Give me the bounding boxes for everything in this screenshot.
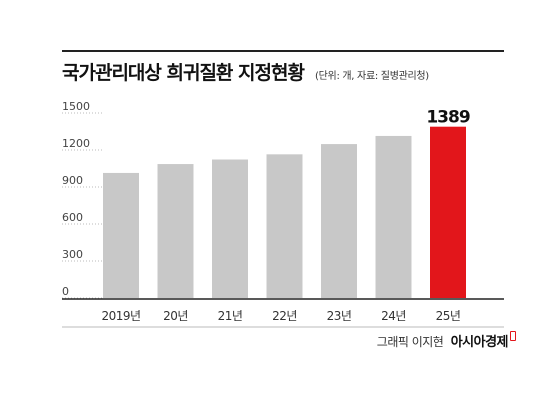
x-category-label: 21년 — [218, 309, 243, 323]
brand-logo-icon — [510, 331, 516, 341]
x-category-label: 22년 — [272, 309, 297, 323]
y-tick-label: 300 — [62, 248, 83, 261]
bar — [266, 154, 303, 298]
bar — [212, 159, 248, 298]
bar — [430, 126, 466, 298]
y-tick-label: 900 — [62, 174, 83, 187]
bar — [103, 172, 139, 298]
bar — [375, 135, 412, 298]
title-row: 국가관리대상 희귀질환 지정현황 (단위: 개, 자료: 질병관리청) — [62, 58, 429, 85]
brand-name: 아시아경제 — [450, 335, 509, 350]
y-tick-label: 600 — [62, 211, 83, 224]
x-category-label: 24년 — [381, 309, 406, 323]
bar — [157, 164, 194, 298]
x-category-label: 20년 — [163, 309, 188, 323]
chart-subtitle: (단위: 개, 자료: 질병관리청) — [315, 71, 429, 82]
x-category-label: 25년 — [436, 309, 461, 323]
y-tick-label: 1200 — [62, 137, 90, 150]
title-rule — [62, 50, 504, 52]
y-tick-label: 1500 — [62, 100, 90, 113]
x-category-label: 23년 — [327, 309, 352, 323]
bar — [321, 144, 357, 298]
y-tick-label: 0 — [62, 285, 69, 298]
graphic-credit: 그래픽 이지현 — [376, 335, 444, 349]
credit-line: 그래픽 이지현 아시아경제 — [377, 331, 516, 350]
x-category-label: 2019년 — [101, 309, 140, 323]
bar-data-label: 1389 — [426, 108, 469, 128]
chart-title: 국가관리대상 희귀질환 지정현황 — [62, 62, 305, 84]
